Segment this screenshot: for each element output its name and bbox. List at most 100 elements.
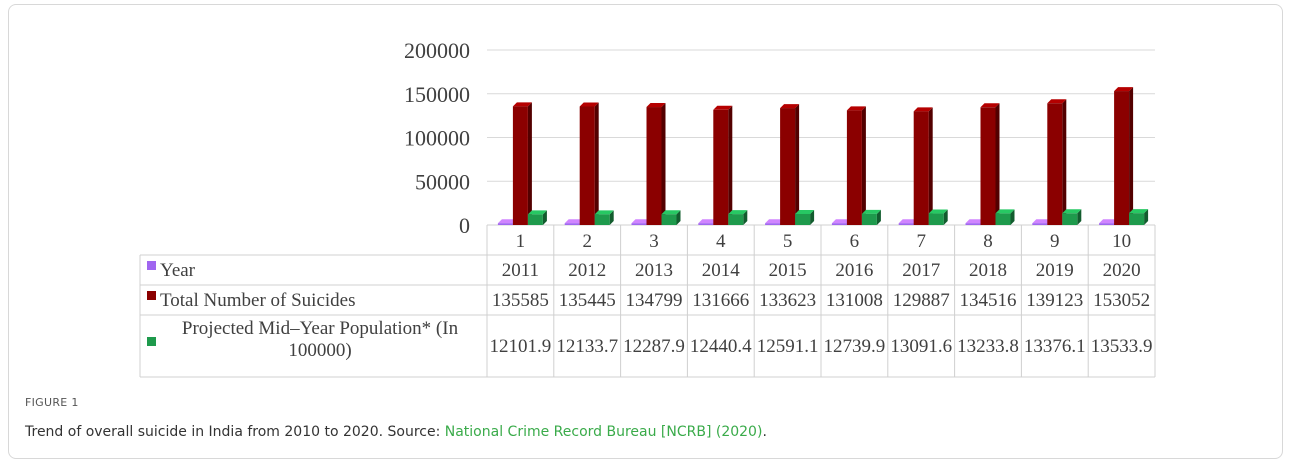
table-value: 12133.7 xyxy=(556,336,618,357)
bar xyxy=(579,102,599,225)
table-value: 2017 xyxy=(902,260,940,281)
bar-front xyxy=(831,223,847,225)
bar xyxy=(995,209,1015,225)
x-tick-label: 5 xyxy=(783,231,793,252)
bar-front xyxy=(646,107,662,225)
x-tick-label: 9 xyxy=(1050,231,1060,252)
legend-swatch xyxy=(147,261,156,270)
bar-side xyxy=(542,210,547,225)
y-tick-label: 100000 xyxy=(404,126,470,151)
table-value: 133623 xyxy=(759,290,816,311)
bar-front xyxy=(846,110,862,225)
bar-top xyxy=(698,219,718,224)
bar-side xyxy=(743,210,748,225)
caption-end: . xyxy=(762,424,767,440)
table-value: 131008 xyxy=(826,290,883,311)
caption-text: Trend of overall suicide in India from 2… xyxy=(25,424,445,440)
bar-top xyxy=(564,219,584,224)
bar-front xyxy=(898,223,914,225)
table-value: 13533.9 xyxy=(1091,336,1153,357)
bar xyxy=(661,210,681,225)
x-tick-label: 10 xyxy=(1112,231,1131,252)
bar-top xyxy=(661,210,681,215)
table-value: 13091.6 xyxy=(890,336,952,357)
table-value: 131666 xyxy=(692,290,749,311)
legend-label: Projected Mid–Year Population* (In 10000… xyxy=(181,318,459,361)
bar-front xyxy=(780,108,796,225)
bar-top xyxy=(713,105,733,110)
table-value: 139123 xyxy=(1026,290,1083,311)
bar-side xyxy=(676,210,681,225)
bar xyxy=(846,106,866,225)
bar-top xyxy=(995,209,1015,214)
x-tick-label: 2 xyxy=(582,231,592,252)
legend-label: Total Number of Suicides xyxy=(160,290,356,311)
bar-front xyxy=(527,214,543,225)
bar-top xyxy=(631,219,651,224)
bar-top xyxy=(512,102,532,107)
x-tick-label: 4 xyxy=(716,231,726,252)
bar-top xyxy=(646,103,666,108)
bar-front xyxy=(579,106,595,225)
bar-side xyxy=(943,209,948,225)
bar-side xyxy=(810,209,815,225)
source-link[interactable]: National Crime Record Bureau [NCRB] (202… xyxy=(444,424,763,440)
bar-top xyxy=(928,209,948,214)
bar-front xyxy=(1099,223,1115,225)
bar-side xyxy=(1062,99,1067,225)
y-tick-label: 200000 xyxy=(404,38,470,63)
table-value: 12591.1 xyxy=(757,336,819,357)
x-tick-label: 6 xyxy=(850,231,860,252)
table-value: 13233.8 xyxy=(957,336,1019,357)
bar-top xyxy=(497,219,517,224)
bar-front xyxy=(1032,223,1048,225)
bar-front xyxy=(965,223,981,225)
bar xyxy=(795,209,815,225)
bar-front xyxy=(995,213,1011,225)
table-value: 2016 xyxy=(835,260,873,281)
bar-side xyxy=(928,107,933,225)
legend-label: Year xyxy=(160,260,196,281)
bar-side xyxy=(861,106,866,225)
x-tick-label: 8 xyxy=(983,231,993,252)
table-value: 135445 xyxy=(559,290,616,311)
bar-top xyxy=(527,210,547,215)
table-value: 12739.9 xyxy=(824,336,886,357)
bar-front xyxy=(928,213,944,225)
bar-front xyxy=(713,109,729,225)
x-tick-label: 1 xyxy=(516,231,526,252)
bar-front xyxy=(594,214,610,225)
bar-top xyxy=(846,106,866,111)
bar-front xyxy=(564,223,580,225)
bar-side xyxy=(795,104,800,225)
bar xyxy=(594,210,614,225)
bar-side xyxy=(995,103,1000,225)
bar-front xyxy=(698,223,714,225)
legend-swatch xyxy=(147,291,156,300)
chart: 0 50000 100000 150000 200000 1 2 3 4 5 6 7 8 9 10 Year 2… xyxy=(139,38,1156,378)
bar-side xyxy=(1144,209,1149,225)
bar-top xyxy=(831,219,851,224)
bar-top xyxy=(1047,99,1067,104)
bar-side xyxy=(1129,87,1134,225)
table-value: 2013 xyxy=(635,260,673,281)
figure-frame xyxy=(8,4,1283,459)
bar xyxy=(780,104,800,225)
bar-front xyxy=(765,223,781,225)
table-value: 153052 xyxy=(1093,290,1150,311)
bar-side xyxy=(1010,209,1015,225)
bar-side xyxy=(1077,209,1082,225)
bar-top xyxy=(861,209,881,214)
bar-side xyxy=(609,210,614,225)
y-tick-label: 50000 xyxy=(415,169,470,194)
bar xyxy=(913,107,933,225)
bar-front xyxy=(497,223,513,225)
bar xyxy=(861,209,881,225)
bar-side xyxy=(661,103,666,225)
bar xyxy=(1062,209,1082,225)
bar xyxy=(713,105,733,225)
table-value: 135585 xyxy=(492,290,549,311)
bar-top xyxy=(965,219,985,224)
table-value: 2014 xyxy=(702,260,741,281)
bar-top xyxy=(594,210,614,215)
